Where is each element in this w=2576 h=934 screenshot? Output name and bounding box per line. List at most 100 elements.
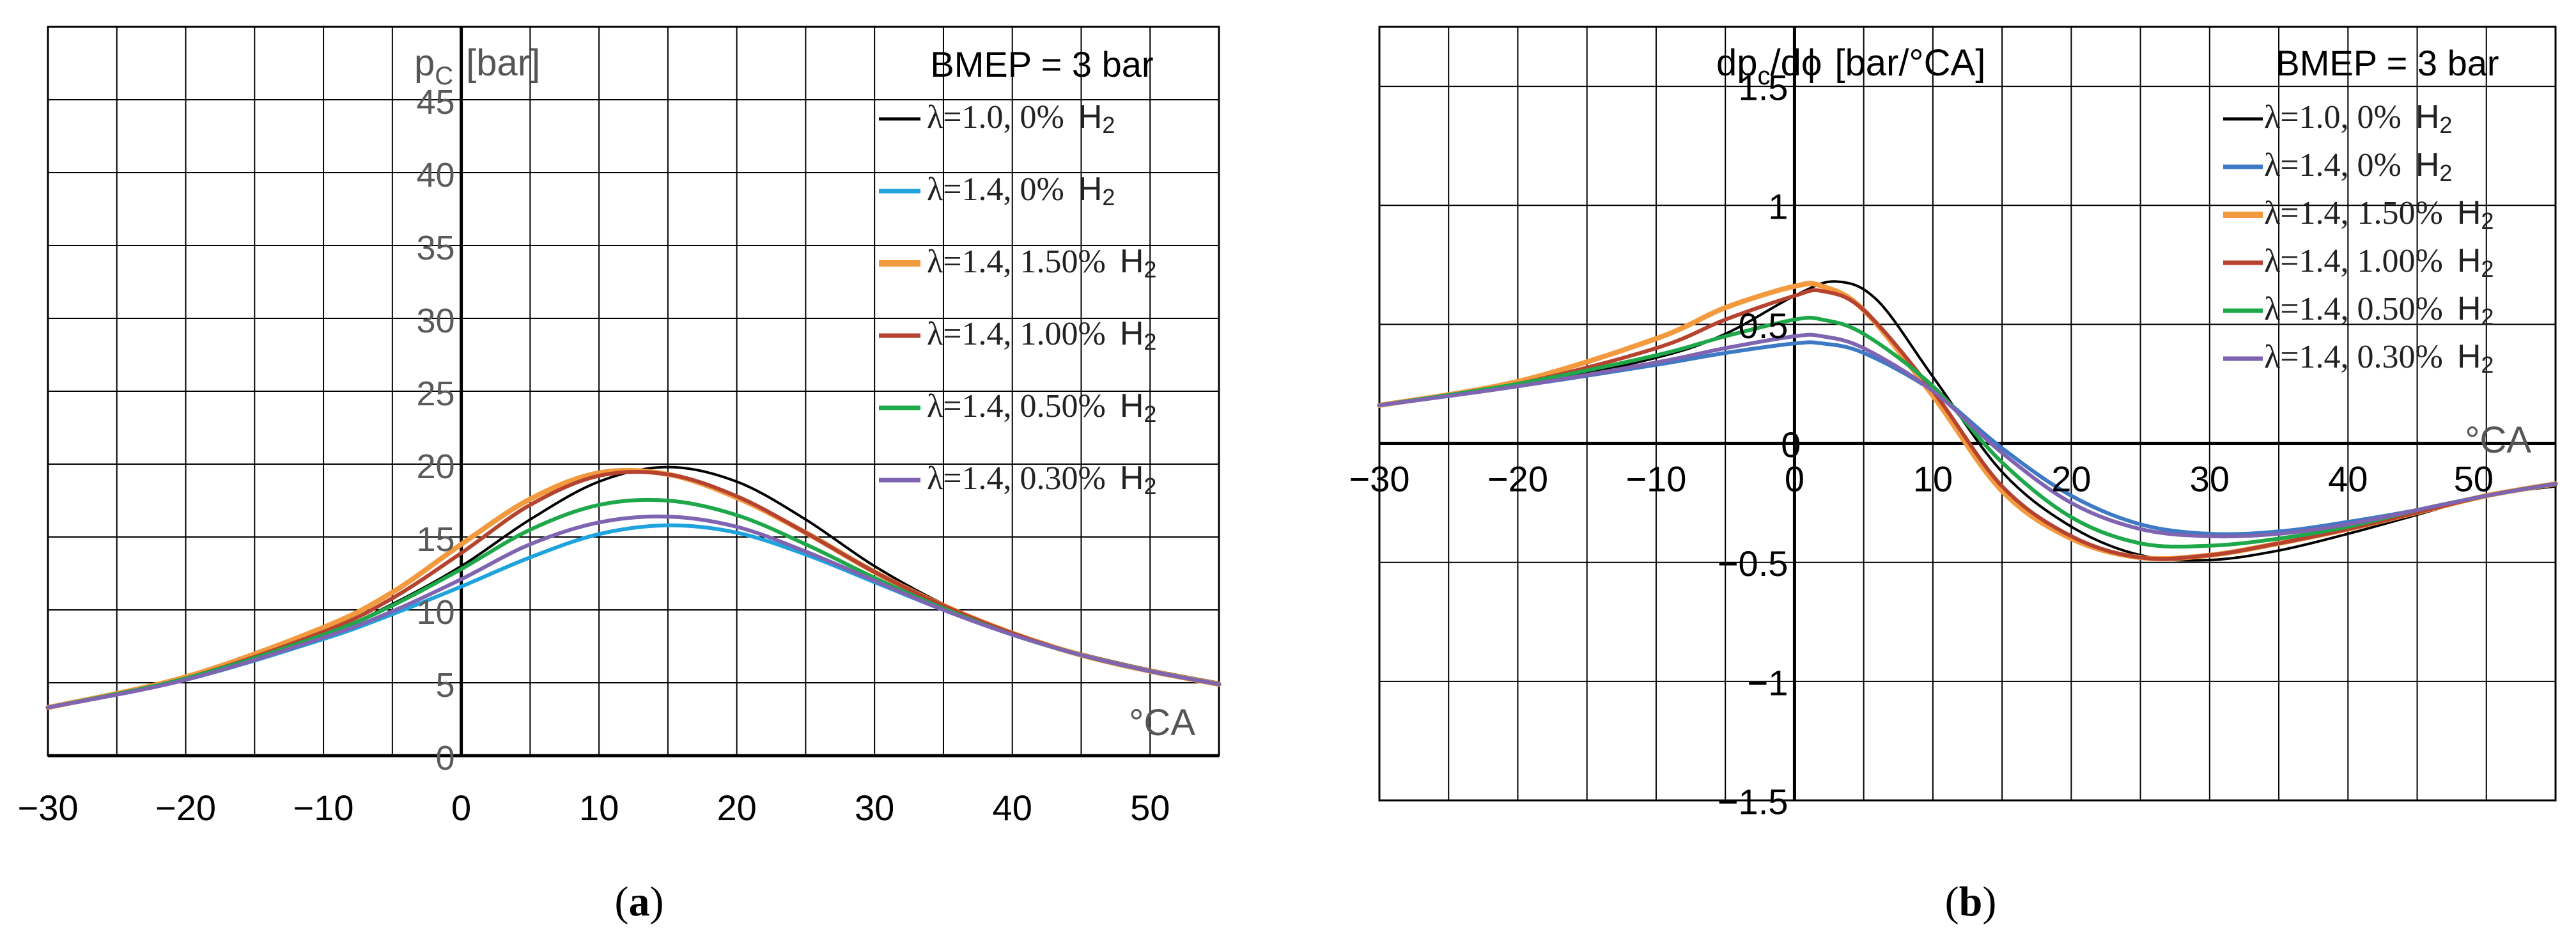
chart-panel-a: 0 5 10 15 20 25 30 35 40 45 −30 −20 −10 0 10 20 30 40 50 °C… — [18, 26, 1222, 925]
x-tick-label: 10 — [579, 788, 619, 828]
legend-label-text: λ=1.4, 0.50% — [927, 388, 1106, 424]
x-tick-label: 0 — [451, 788, 471, 828]
grid-lines — [1379, 27, 2556, 801]
x-tick-label: −20 — [155, 788, 216, 828]
y-tick-label: −1 — [1748, 662, 1788, 703]
x-tick-labels: −30 −20 −10 0 10 20 30 40 50 — [1349, 459, 2494, 499]
x-tick-label: 20 — [717, 788, 756, 828]
legend-label-subscript: 2 — [2481, 256, 2494, 282]
legend-title: BMEP = 3 bar — [930, 44, 1153, 84]
legend-label-5: λ=1.4, 0.50% H2 — [2264, 290, 2494, 330]
legend-label-h: H — [2457, 338, 2481, 375]
legend-label-h: H — [1120, 460, 1144, 497]
legend-label-h: H — [2416, 146, 2440, 183]
legend-label-h: H — [1120, 315, 1144, 352]
y-tick-label: 20 — [417, 448, 455, 486]
x-tick-label: −30 — [1349, 459, 1410, 499]
legend-label-subscript: 2 — [1144, 401, 1156, 427]
x-tick-label: 20 — [2051, 459, 2091, 499]
legend-label-h: H — [2457, 242, 2481, 279]
y-tick-label: −1.5 — [1718, 782, 1788, 822]
y-tick-label: 15 — [417, 520, 455, 559]
y-axis-label-main: dp — [1716, 42, 1758, 84]
legend-label-3: λ=1.4, 1.50% H2 — [927, 243, 1156, 283]
legend-label-2: λ=1.4, 0% H2 — [927, 171, 1115, 210]
panel-caption-letter: b — [1959, 878, 1983, 925]
y-tick-label: 5 — [436, 666, 455, 704]
y-axis-label-unit: [bar] — [466, 42, 540, 84]
legend-label-text: λ=1.0, 0% — [927, 99, 1064, 136]
x-tick-label: −30 — [18, 788, 79, 828]
legend-label-text: λ=1.4, 1.00% — [927, 316, 1106, 352]
legend-label-subscript: 2 — [1144, 329, 1156, 355]
legend-label-subscript: 2 — [1144, 473, 1156, 499]
x-tick-labels: −30 −20 −10 0 10 20 30 40 50 — [18, 788, 1170, 828]
legend-label-subscript: 2 — [2439, 160, 2452, 186]
x-tick-label: 40 — [993, 788, 1032, 828]
legend-label-text: λ=1.4, 1.00% — [2264, 243, 2443, 279]
legend-label-4: λ=1.4, 1.00% H2 — [927, 315, 1156, 355]
x-axis-label: °CA — [2465, 419, 2531, 461]
legend-label-text: λ=1.4, 1.50% — [927, 244, 1106, 280]
y-tick-label: 35 — [417, 229, 455, 267]
plot-frame — [1378, 26, 2557, 802]
series-line-6 — [46, 514, 1221, 710]
legend-label-h: H — [1120, 387, 1144, 424]
legend-label-text: λ=1.4, 0.50% — [2264, 291, 2443, 327]
y-tick-label: 45 — [417, 83, 455, 121]
legend-label-6: λ=1.4, 0.30% H2 — [2264, 338, 2494, 378]
legend-label-text: λ=1.4, 1.50% — [2264, 195, 2443, 231]
legend-label-text: λ=1.4, 0.30% — [927, 460, 1106, 497]
panel-caption: (a) — [615, 878, 664, 925]
y-tick-label: 25 — [417, 375, 455, 413]
chart-panel-b: −1.5 −1 −0.5 0 0.5 1 1.5 −30 −20 −10 0 10 20 30 40 50°C… — [1349, 26, 2558, 925]
legend-title: BMEP = 3 bar — [2276, 43, 2499, 83]
panel-caption-open: ( — [615, 878, 629, 925]
y-axis-label: dpc/dϕ [bar/°CA] — [1716, 42, 1985, 90]
x-tick-label: 30 — [855, 788, 894, 828]
legend-label-h: H — [2457, 290, 2481, 327]
legend-label-h: H — [1078, 171, 1103, 208]
series-line-4 — [1377, 288, 2557, 561]
y-tick-label: 30 — [417, 302, 455, 340]
series-line-3 — [45, 467, 1222, 710]
legend-label-h: H — [2416, 98, 2440, 136]
legend-label-h: H — [1120, 243, 1144, 280]
legend-label-subscript: 2 — [2481, 304, 2494, 330]
y-axis-label-main: p — [414, 42, 435, 84]
x-tick-label: 50 — [2454, 459, 2494, 499]
x-axis-label: °CA — [1129, 702, 1195, 743]
y-tick-label: 40 — [417, 156, 455, 194]
x-tick-label: −10 — [293, 788, 354, 828]
x-tick-label: 10 — [1913, 459, 1953, 499]
series-line-5 — [46, 497, 1221, 710]
legend-label-subscript: 2 — [1102, 184, 1115, 210]
y-tick-label: 0 — [436, 739, 455, 777]
y-tick-label: 1 — [1768, 187, 1788, 227]
series-line-1 — [1378, 280, 2557, 562]
y-axis-label-rest: /dϕ — [1771, 42, 1822, 84]
panel-caption: (b) — [1945, 878, 1997, 925]
legend-label-3: λ=1.4, 1.50% H2 — [2264, 194, 2494, 234]
legend-label-2: λ=1.4, 0% H2 — [2264, 146, 2452, 186]
legend-label-6: λ=1.4, 0.30% H2 — [927, 460, 1156, 499]
y-axis-label-unit: [bar/°CA] — [1835, 42, 1985, 84]
legend-label-text: λ=1.0, 0% — [2264, 99, 2401, 136]
x-tick-label: 40 — [2328, 459, 2368, 499]
y-tick-label: −0.5 — [1718, 543, 1788, 584]
y-axis-label-subscript: C — [435, 62, 453, 90]
x-tick-label: 50 — [1130, 788, 1170, 828]
legend-label-1: λ=1.0, 0% H2 — [927, 98, 1115, 138]
legend-label-text: λ=1.4, 0% — [927, 171, 1064, 208]
y-tick-labels: −1.5 −1 −0.5 0 0.5 1 1.5 — [1718, 68, 1801, 822]
y-axis-label-subscript: c — [1758, 62, 1771, 90]
y-tick-labels: 0 5 10 15 20 25 30 35 40 45 — [417, 83, 455, 777]
legend-label-subscript: 2 — [1102, 112, 1115, 138]
x-tick-label: −20 — [1487, 459, 1548, 499]
y-tick-label: 1.5 — [1739, 68, 1788, 108]
y-tick-label: 10 — [417, 593, 455, 632]
legend-label-text: λ=1.4, 0.30% — [2264, 339, 2443, 375]
series-line-4 — [46, 470, 1221, 710]
